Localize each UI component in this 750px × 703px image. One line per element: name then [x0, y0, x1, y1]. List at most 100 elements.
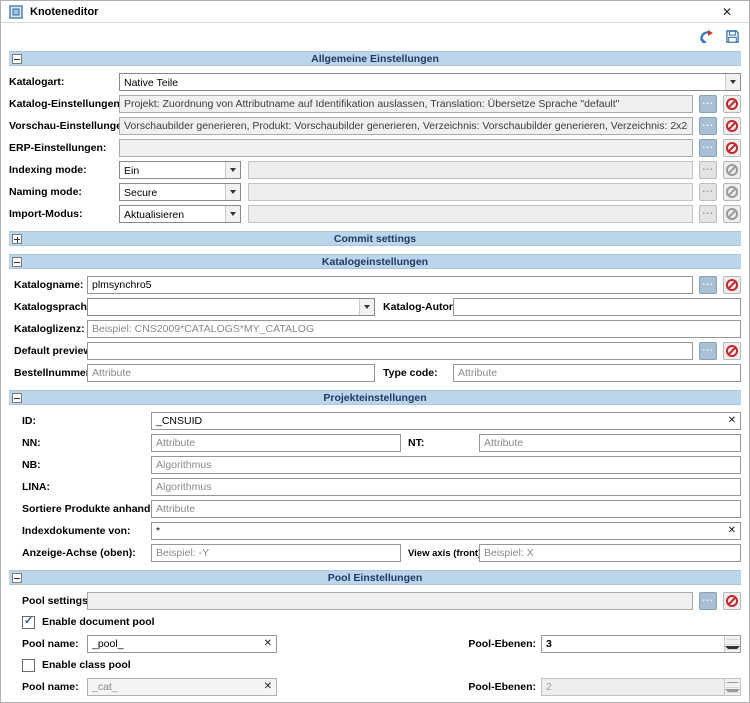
pool-ebenen-doc-field[interactable] [542, 636, 724, 652]
pool-name-class-field[interactable] [87, 678, 277, 696]
indexdokumente-fieldwrap: ✕ [151, 522, 741, 540]
pool-name-doc-label: Pool name: [22, 638, 79, 650]
katalogsprache-label: Katalogsprache: [14, 301, 97, 313]
katalog-einstellungen-browse-button[interactable]: ... [699, 95, 717, 113]
section-header-projekt[interactable]: Projekteinstellungen [9, 390, 741, 405]
indexing-mode-label: Indexing mode: [9, 164, 87, 176]
pool-name-doc-field[interactable] [87, 635, 277, 653]
section-header-allgemeine[interactable]: Allgemeine Einstellungen [9, 51, 741, 66]
bestellnummer-field[interactable] [87, 364, 375, 382]
row-indexing-mode: Indexing mode: Ein ... [9, 161, 741, 179]
pool-settings-field[interactable] [87, 592, 693, 610]
spin-up-icon[interactable] [725, 636, 740, 645]
clear-icon[interactable]: ✕ [263, 681, 272, 692]
type-code-label: Type code: [383, 367, 438, 379]
view-axis-field[interactable] [479, 544, 741, 562]
nb-label: NB: [22, 459, 41, 471]
clear-icon[interactable]: ✕ [727, 415, 736, 426]
block-icon [726, 345, 738, 357]
vorschau-einstellungen-field[interactable] [119, 117, 693, 135]
check-icon: ✓ [24, 614, 34, 627]
id-fieldwrap: ✕ [151, 412, 741, 430]
import-modus-label: Import-Modus: [9, 208, 83, 220]
ellipsis-icon: ... [702, 342, 714, 354]
default-preview-clear-button[interactable] [723, 342, 741, 360]
row-nb: NB: [22, 456, 741, 474]
row-katalog-einstellungen: Katalog-Einstellungen: ... [9, 95, 741, 113]
anzeige-achse-label: Anzeige-Achse (oben): [22, 547, 136, 559]
katalogart-label: Katalogart: [9, 76, 65, 88]
row-nn: NN: NT: [22, 434, 741, 452]
row-katalogart: Katalogart: Native Teile [9, 73, 741, 91]
indexing-mode-combobox[interactable]: Ein [119, 161, 241, 179]
chevron-down-icon[interactable] [225, 206, 240, 222]
pool-ebenen-class-field [542, 679, 724, 695]
collapse-icon[interactable] [12, 257, 22, 267]
erp-einstellungen-clear-button[interactable] [723, 139, 741, 157]
kataloglizenz-field[interactable] [87, 320, 741, 338]
erp-einstellungen-browse-button[interactable]: ... [699, 139, 717, 157]
block-icon [726, 164, 738, 176]
katalog-autor-field[interactable] [453, 298, 741, 316]
default-preview-browse-button[interactable]: ... [699, 342, 717, 360]
katalogart-combobox[interactable]: Native Teile [119, 73, 741, 91]
save-icon[interactable] [724, 29, 740, 45]
indexing-mode-clear-button [723, 161, 741, 179]
indexdokumente-field[interactable] [151, 522, 741, 540]
katalogart-value: Native Teile [124, 76, 179, 89]
enable-document-pool-checkbox[interactable]: ✓ [22, 614, 35, 629]
naming-mode-combobox[interactable]: Secure [119, 183, 241, 201]
chevron-down-icon[interactable] [225, 184, 240, 200]
enable-class-pool-checkbox[interactable] [22, 658, 35, 672]
spinner-buttons [724, 679, 740, 695]
clear-icon[interactable]: ✕ [263, 638, 272, 649]
type-code-field[interactable] [453, 364, 741, 382]
block-icon [726, 279, 738, 291]
toolbar [1, 23, 749, 47]
window-title: Knoteneditor [30, 5, 99, 18]
collapse-icon[interactable] [12, 573, 22, 583]
chevron-down-icon[interactable] [225, 162, 240, 178]
import-modus-extra-field [248, 205, 693, 223]
katalog-einstellungen-field[interactable] [119, 95, 693, 113]
section-header-commit[interactable]: Commit settings [9, 231, 741, 246]
expand-icon[interactable] [12, 234, 22, 244]
katalogname-browse-button[interactable]: ... [699, 276, 717, 294]
pool-settings-clear-button[interactable] [723, 592, 741, 610]
lina-field[interactable] [151, 478, 741, 496]
id-label: ID: [22, 415, 36, 427]
row-default-preview: Default preview: ... [14, 342, 741, 360]
section-header-pool[interactable]: Pool Einstellungen [9, 570, 741, 585]
collapse-icon[interactable] [12, 54, 22, 64]
pool-ebenen-doc-spinner[interactable] [541, 635, 741, 653]
row-katalogname: Katalogname: ... [14, 276, 741, 294]
anzeige-achse-field[interactable] [151, 544, 401, 562]
import-modus-combobox[interactable]: Aktualisieren [119, 205, 241, 223]
vorschau-einstellungen-clear-button[interactable] [723, 117, 741, 135]
id-field[interactable] [151, 412, 741, 430]
clear-icon[interactable]: ✕ [727, 525, 736, 536]
vorschau-einstellungen-browse-button[interactable]: ... [699, 117, 717, 135]
pool-settings-browse-button[interactable]: ... [699, 592, 717, 610]
chevron-down-icon[interactable] [359, 299, 374, 315]
section-header-katalog[interactable]: Katalogeinstellungen [9, 254, 741, 269]
nn-field[interactable] [151, 434, 401, 452]
row-naming-mode: Naming mode: Secure ... [9, 183, 741, 201]
nt-field[interactable] [479, 434, 741, 452]
katalogname-field[interactable] [87, 276, 693, 294]
collapse-icon[interactable] [12, 393, 22, 403]
chevron-down-icon[interactable] [725, 74, 740, 90]
default-preview-field[interactable] [87, 342, 693, 360]
erp-einstellungen-field[interactable] [119, 139, 693, 157]
titlebar: Knoteneditor ✕ [1, 1, 749, 23]
refresh-icon[interactable] [699, 29, 715, 45]
close-icon[interactable]: ✕ [721, 4, 733, 19]
pool-settings-label: Pool settings: [22, 595, 92, 607]
katalogsprache-combobox[interactable] [87, 298, 375, 316]
katalogname-clear-button[interactable] [723, 276, 741, 294]
spin-down-icon[interactable] [725, 645, 740, 653]
katalog-einstellungen-clear-button[interactable] [723, 95, 741, 113]
block-icon [726, 98, 738, 110]
nb-field[interactable] [151, 456, 741, 474]
sortiere-produkte-field[interactable] [151, 500, 741, 518]
